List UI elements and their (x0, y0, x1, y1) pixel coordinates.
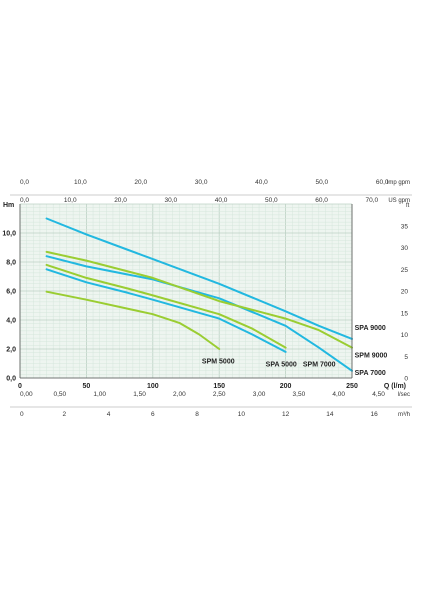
us-gpm-tick-label: 70,0 (366, 197, 379, 204)
imp-gpm-tick-label: 40,0 (255, 179, 268, 186)
y-axis-label: Hm (3, 202, 14, 209)
m3h-tick-label: 2 (62, 411, 66, 418)
l-sec-tick-label: 0,50 (54, 391, 67, 398)
y2-tick-label: 0 (404, 376, 408, 383)
m3h-tick-label: 4 (107, 411, 111, 418)
y2-tick-label: 5 (404, 354, 408, 361)
y-tick-label: 6,0 (6, 289, 16, 296)
y2-tick-label: 35 (401, 223, 409, 230)
y-axis-hm: Hm 0,0 2,0 4,0 6,0 8,0 10,0 (2, 202, 21, 383)
series-line-spm-7000 (45, 263, 287, 349)
us-gpm-axis-label: US gpm (388, 198, 410, 204)
us-gpm-tick-label: 60,0 (315, 197, 328, 204)
imp-gpm-tick-label: 30,0 (195, 179, 208, 186)
x-tick-label: 200 (280, 383, 292, 390)
m3h-axis-label: m³/h (398, 412, 410, 418)
us-gpm-tick-label: 50,0 (265, 197, 278, 204)
y-axis-ft: ft 0 5 10 15 20 25 30 35 (351, 203, 410, 383)
l-sec-tick-label: 2,00 (173, 391, 186, 398)
us-gpm-axis: 0,0 10,0 20,0 30,0 40,0 50,0 60,0 70,0 US gpm (20, 197, 410, 204)
l-sec-axis-label: l/sec (398, 392, 410, 398)
series-line-spa-9000 (45, 217, 353, 340)
x-axis-q: 0 50 100 150 200 250 Q (l/m) (18, 377, 406, 390)
m3h-tick-label: 16 (371, 411, 379, 418)
m3h-tick-label: 8 (195, 411, 199, 418)
y2-axis-label: ft (406, 203, 410, 209)
series-label-spm-5000: SPM 5000 (202, 359, 235, 366)
series-line-spm-5000 (45, 290, 221, 350)
l-sec-tick-label: 1,00 (93, 391, 106, 398)
m3h-tick-label: 6 (151, 411, 155, 418)
y-tick-label: 10,0 (2, 231, 16, 238)
y2-tick-label: 15 (401, 310, 409, 317)
series-line-spa-7000 (45, 255, 353, 372)
l-sec-tick-label: 0,00 (20, 391, 33, 398)
series-label-spa-9000: SPA 9000 (355, 325, 386, 332)
y2-tick-label: 20 (401, 289, 409, 296)
imp-gpm-tick-label: 20,0 (134, 179, 147, 186)
m3h-tick-label: 12 (282, 411, 290, 418)
y-tick-label: 4,0 (6, 318, 16, 325)
l-sec-tick-label: 4,50 (372, 391, 385, 398)
x-tick-label: 100 (147, 383, 159, 390)
m3h-axis: 0 2 4 6 8 10 12 14 16 m³/h (20, 411, 410, 418)
m3h-tick-label: 14 (326, 411, 334, 418)
us-gpm-tick-label: 30,0 (164, 197, 177, 204)
us-gpm-tick-label: 40,0 (215, 197, 228, 204)
series-label-spa-7000: SPA 7000 (355, 370, 386, 377)
y2-tick-label: 25 (401, 267, 409, 274)
us-gpm-tick-label: 20,0 (114, 197, 127, 204)
x-tick-label: 0 (18, 383, 22, 390)
imp-gpm-tick-label: 0,0 (20, 179, 29, 186)
series-line-spa-5000 (45, 268, 287, 353)
series-labels: SPM 5000 SPA 5000 SPM 7000 SPA 9000 SPM 9000… (202, 325, 388, 377)
x-tick-label: 150 (213, 383, 225, 390)
us-gpm-tick-label: 10,0 (64, 197, 77, 204)
x-tick-label: 50 (83, 383, 91, 390)
x-axis-label: Q (l/m) (384, 383, 406, 390)
y-tick-label: 0,0 (6, 376, 16, 383)
series-lines (45, 217, 353, 372)
series-label-spm-9000: SPM 9000 (355, 353, 388, 360)
us-gpm-tick-label: 0,0 (20, 197, 29, 204)
x-tick-label: 250 (346, 383, 358, 390)
imp-gpm-tick-label: 50,0 (316, 179, 329, 186)
l-sec-tick-label: 3,50 (293, 391, 306, 398)
l-sec-axis: 0,00 0,50 1,00 1,50 2,00 2,50 3,00 3,50 4,00 4,50… (10, 391, 412, 408)
m3h-tick-label: 0 (20, 411, 24, 418)
y-tick-label: 2,0 (6, 347, 16, 354)
y-tick-label: 8,0 (6, 260, 16, 267)
l-sec-tick-label: 2,50 (213, 391, 226, 398)
imp-gpm-tick-label: 60,0 (376, 179, 389, 186)
l-sec-tick-label: 3,00 (253, 391, 266, 398)
m3h-tick-label: 10 (238, 411, 246, 418)
series-label-spa-5000: SPA 5000 (266, 361, 297, 368)
imp-gpm-tick-label: 10,0 (74, 179, 87, 186)
imp-gpm-axis-label: Imp gpm (387, 180, 410, 186)
y2-tick-label: 30 (401, 245, 409, 252)
series-label-spm-7000: SPM 7000 (303, 361, 336, 368)
y2-tick-label: 10 (401, 332, 409, 339)
l-sec-tick-label: 4,00 (332, 391, 345, 398)
l-sec-tick-label: 1,50 (133, 391, 146, 398)
series-line-spm-9000 (45, 250, 353, 349)
